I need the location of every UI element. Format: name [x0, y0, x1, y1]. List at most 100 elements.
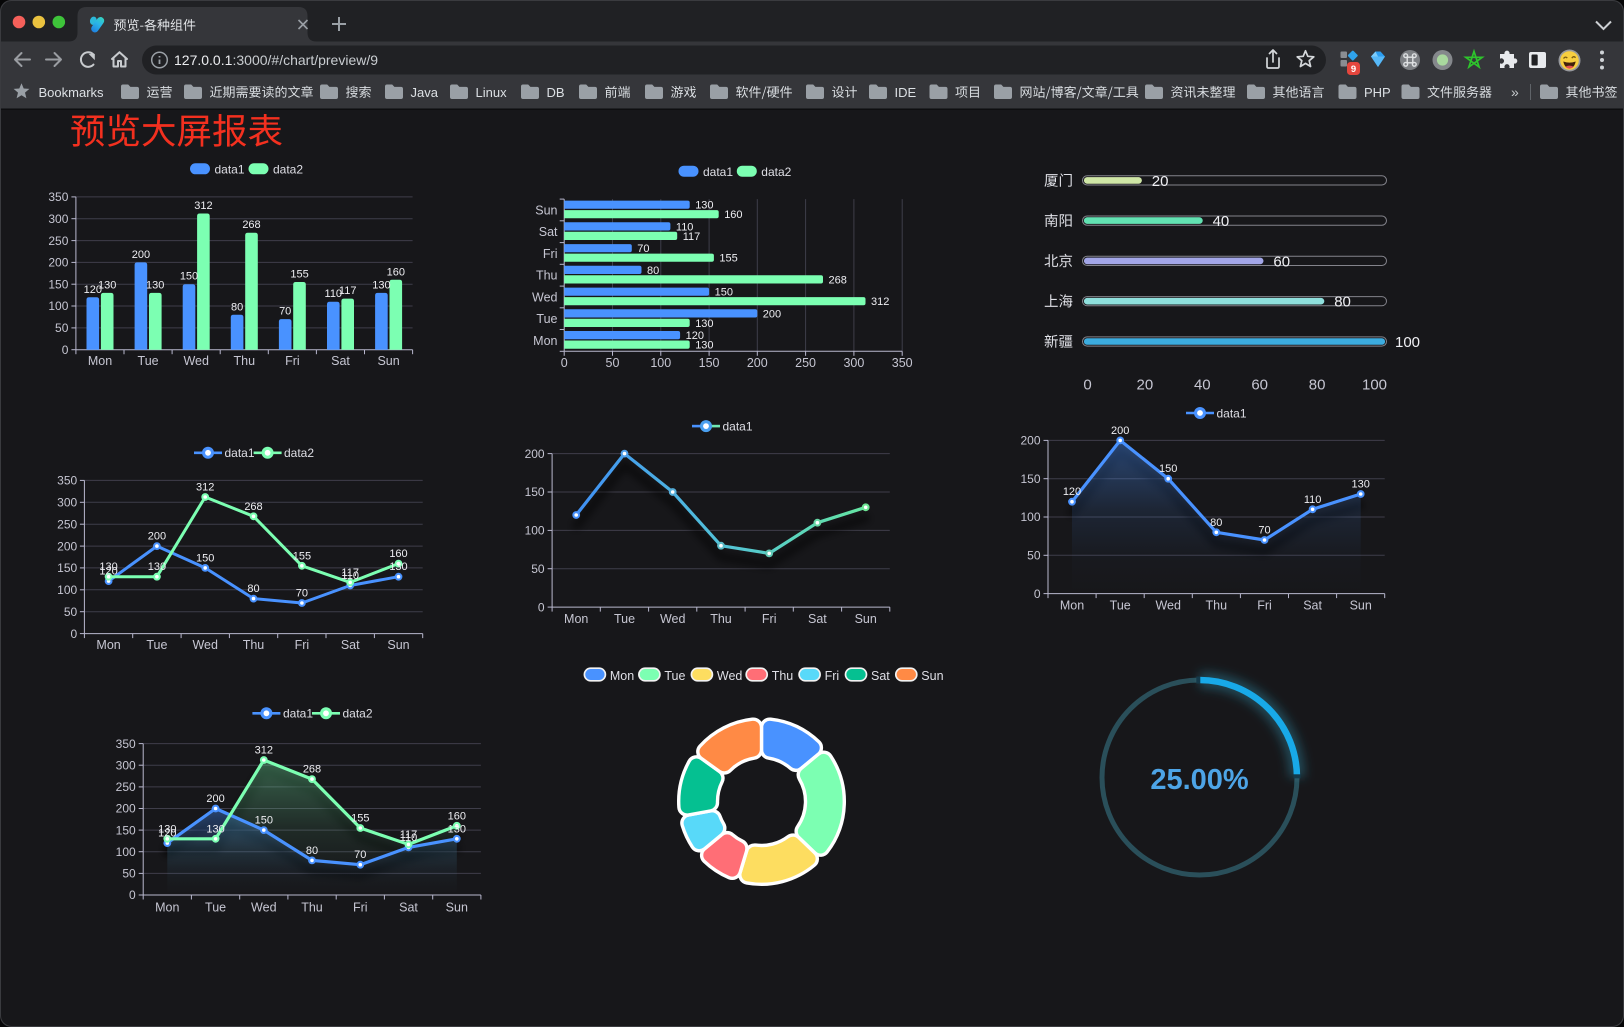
svg-text:Sun: Sun [377, 354, 399, 368]
svg-text:80: 80 [1334, 294, 1351, 311]
svg-text:50: 50 [606, 356, 620, 370]
svg-text:70: 70 [1258, 525, 1270, 537]
svg-text:Linux: Linux [476, 85, 508, 100]
svg-text:160: 160 [387, 266, 405, 278]
svg-text:120: 120 [1063, 486, 1081, 498]
svg-text:130: 130 [695, 200, 713, 212]
svg-text::3000/#/chart/preview/9: :3000/#/chart/preview/9 [233, 52, 379, 68]
svg-text:150: 150 [196, 552, 214, 564]
svg-text:Tue: Tue [146, 638, 167, 652]
svg-text:200: 200 [1111, 425, 1129, 437]
svg-text:130: 130 [389, 561, 407, 573]
svg-text:120: 120 [686, 330, 704, 342]
svg-text:70: 70 [279, 306, 291, 318]
svg-text:80: 80 [247, 583, 259, 595]
svg-text:Tue: Tue [664, 669, 685, 683]
svg-text:130: 130 [1352, 479, 1370, 491]
svg-text:Sat: Sat [399, 901, 418, 915]
svg-text:200: 200 [747, 356, 768, 370]
svg-text:Tue: Tue [205, 901, 226, 915]
svg-text:100: 100 [48, 299, 68, 313]
svg-text:50: 50 [55, 321, 69, 335]
svg-text:Mon: Mon [1060, 599, 1084, 613]
svg-text:130: 130 [98, 279, 116, 291]
svg-text:Wed: Wed [660, 612, 686, 626]
svg-text:110: 110 [676, 221, 694, 233]
svg-text:0: 0 [62, 343, 69, 357]
svg-text:Fri: Fri [762, 612, 777, 626]
svg-text:40: 40 [1213, 213, 1230, 230]
svg-text:117: 117 [683, 231, 701, 243]
svg-text:130: 130 [206, 823, 224, 835]
svg-text:200: 200 [132, 249, 150, 261]
svg-text:350: 350 [57, 474, 77, 488]
svg-text:Mon: Mon [610, 669, 634, 683]
svg-text:160: 160 [448, 810, 466, 822]
svg-text:200: 200 [116, 802, 136, 816]
svg-text:312: 312 [871, 296, 889, 308]
svg-text:Wed: Wed [192, 638, 218, 652]
svg-text:Sun: Sun [1350, 599, 1372, 613]
svg-text:Java: Java [411, 85, 439, 100]
svg-text:130: 130 [146, 279, 164, 291]
svg-text:150: 150 [180, 271, 198, 283]
svg-text:Sat: Sat [808, 612, 827, 626]
svg-text:25.00%: 25.00% [1150, 764, 1249, 796]
svg-text:Fri: Fri [353, 901, 368, 915]
svg-text:data1: data1 [283, 707, 313, 721]
svg-text:100: 100 [1362, 376, 1387, 393]
svg-text:312: 312 [194, 200, 212, 212]
svg-text:Sat: Sat [871, 669, 890, 683]
svg-text:312: 312 [255, 745, 273, 757]
svg-text:268: 268 [303, 764, 321, 776]
svg-text:Thu: Thu [536, 269, 558, 283]
svg-text:Fri: Fri [285, 354, 300, 368]
svg-text:40: 40 [1194, 376, 1211, 393]
svg-text:268: 268 [244, 501, 262, 513]
svg-text:Mon: Mon [88, 354, 112, 368]
svg-text:117: 117 [341, 567, 359, 579]
svg-text:155: 155 [290, 269, 308, 281]
svg-text:100: 100 [57, 583, 77, 597]
svg-text:155: 155 [293, 550, 311, 562]
svg-text:Mon: Mon [96, 638, 120, 652]
svg-text:DB: DB [547, 85, 565, 100]
svg-text:data2: data2 [761, 165, 791, 179]
svg-text:350: 350 [116, 737, 136, 751]
svg-text:Fri: Fri [543, 247, 558, 261]
svg-text:Fri: Fri [825, 669, 840, 683]
svg-text:300: 300 [57, 496, 77, 510]
svg-text:130: 130 [372, 279, 390, 291]
svg-text:200: 200 [148, 531, 166, 543]
svg-text:250: 250 [48, 234, 68, 248]
svg-text:data2: data2 [273, 163, 303, 177]
svg-text:80: 80 [306, 845, 318, 857]
svg-text:250: 250 [116, 780, 136, 794]
svg-text:130: 130 [148, 561, 166, 573]
svg-text:100: 100 [1395, 334, 1420, 351]
svg-text:Thu: Thu [301, 901, 323, 915]
svg-text:130: 130 [448, 823, 466, 835]
svg-text:155: 155 [719, 253, 737, 265]
svg-text:300: 300 [48, 212, 68, 226]
svg-text:150: 150 [57, 561, 77, 575]
svg-text:data2: data2 [284, 446, 314, 460]
svg-text:120: 120 [84, 284, 102, 296]
svg-text:0: 0 [71, 627, 78, 641]
svg-text:127.0.0.1: 127.0.0.1 [174, 52, 233, 68]
svg-text:Thu: Thu [234, 354, 256, 368]
svg-text:100: 100 [116, 845, 136, 859]
svg-text:20: 20 [1137, 376, 1154, 393]
svg-text:120: 120 [158, 828, 176, 840]
svg-text:»: » [1511, 84, 1519, 100]
svg-text:Fri: Fri [1257, 599, 1272, 613]
svg-text:Thu: Thu [710, 612, 732, 626]
svg-text:160: 160 [389, 548, 407, 560]
svg-text:350: 350 [48, 190, 68, 204]
svg-text:Thu: Thu [1206, 599, 1228, 613]
svg-text:80: 80 [1309, 376, 1326, 393]
svg-text:70: 70 [637, 243, 649, 255]
svg-text:117: 117 [339, 285, 357, 297]
svg-text:data1: data1 [1217, 406, 1247, 420]
svg-text:data1: data1 [723, 420, 753, 434]
